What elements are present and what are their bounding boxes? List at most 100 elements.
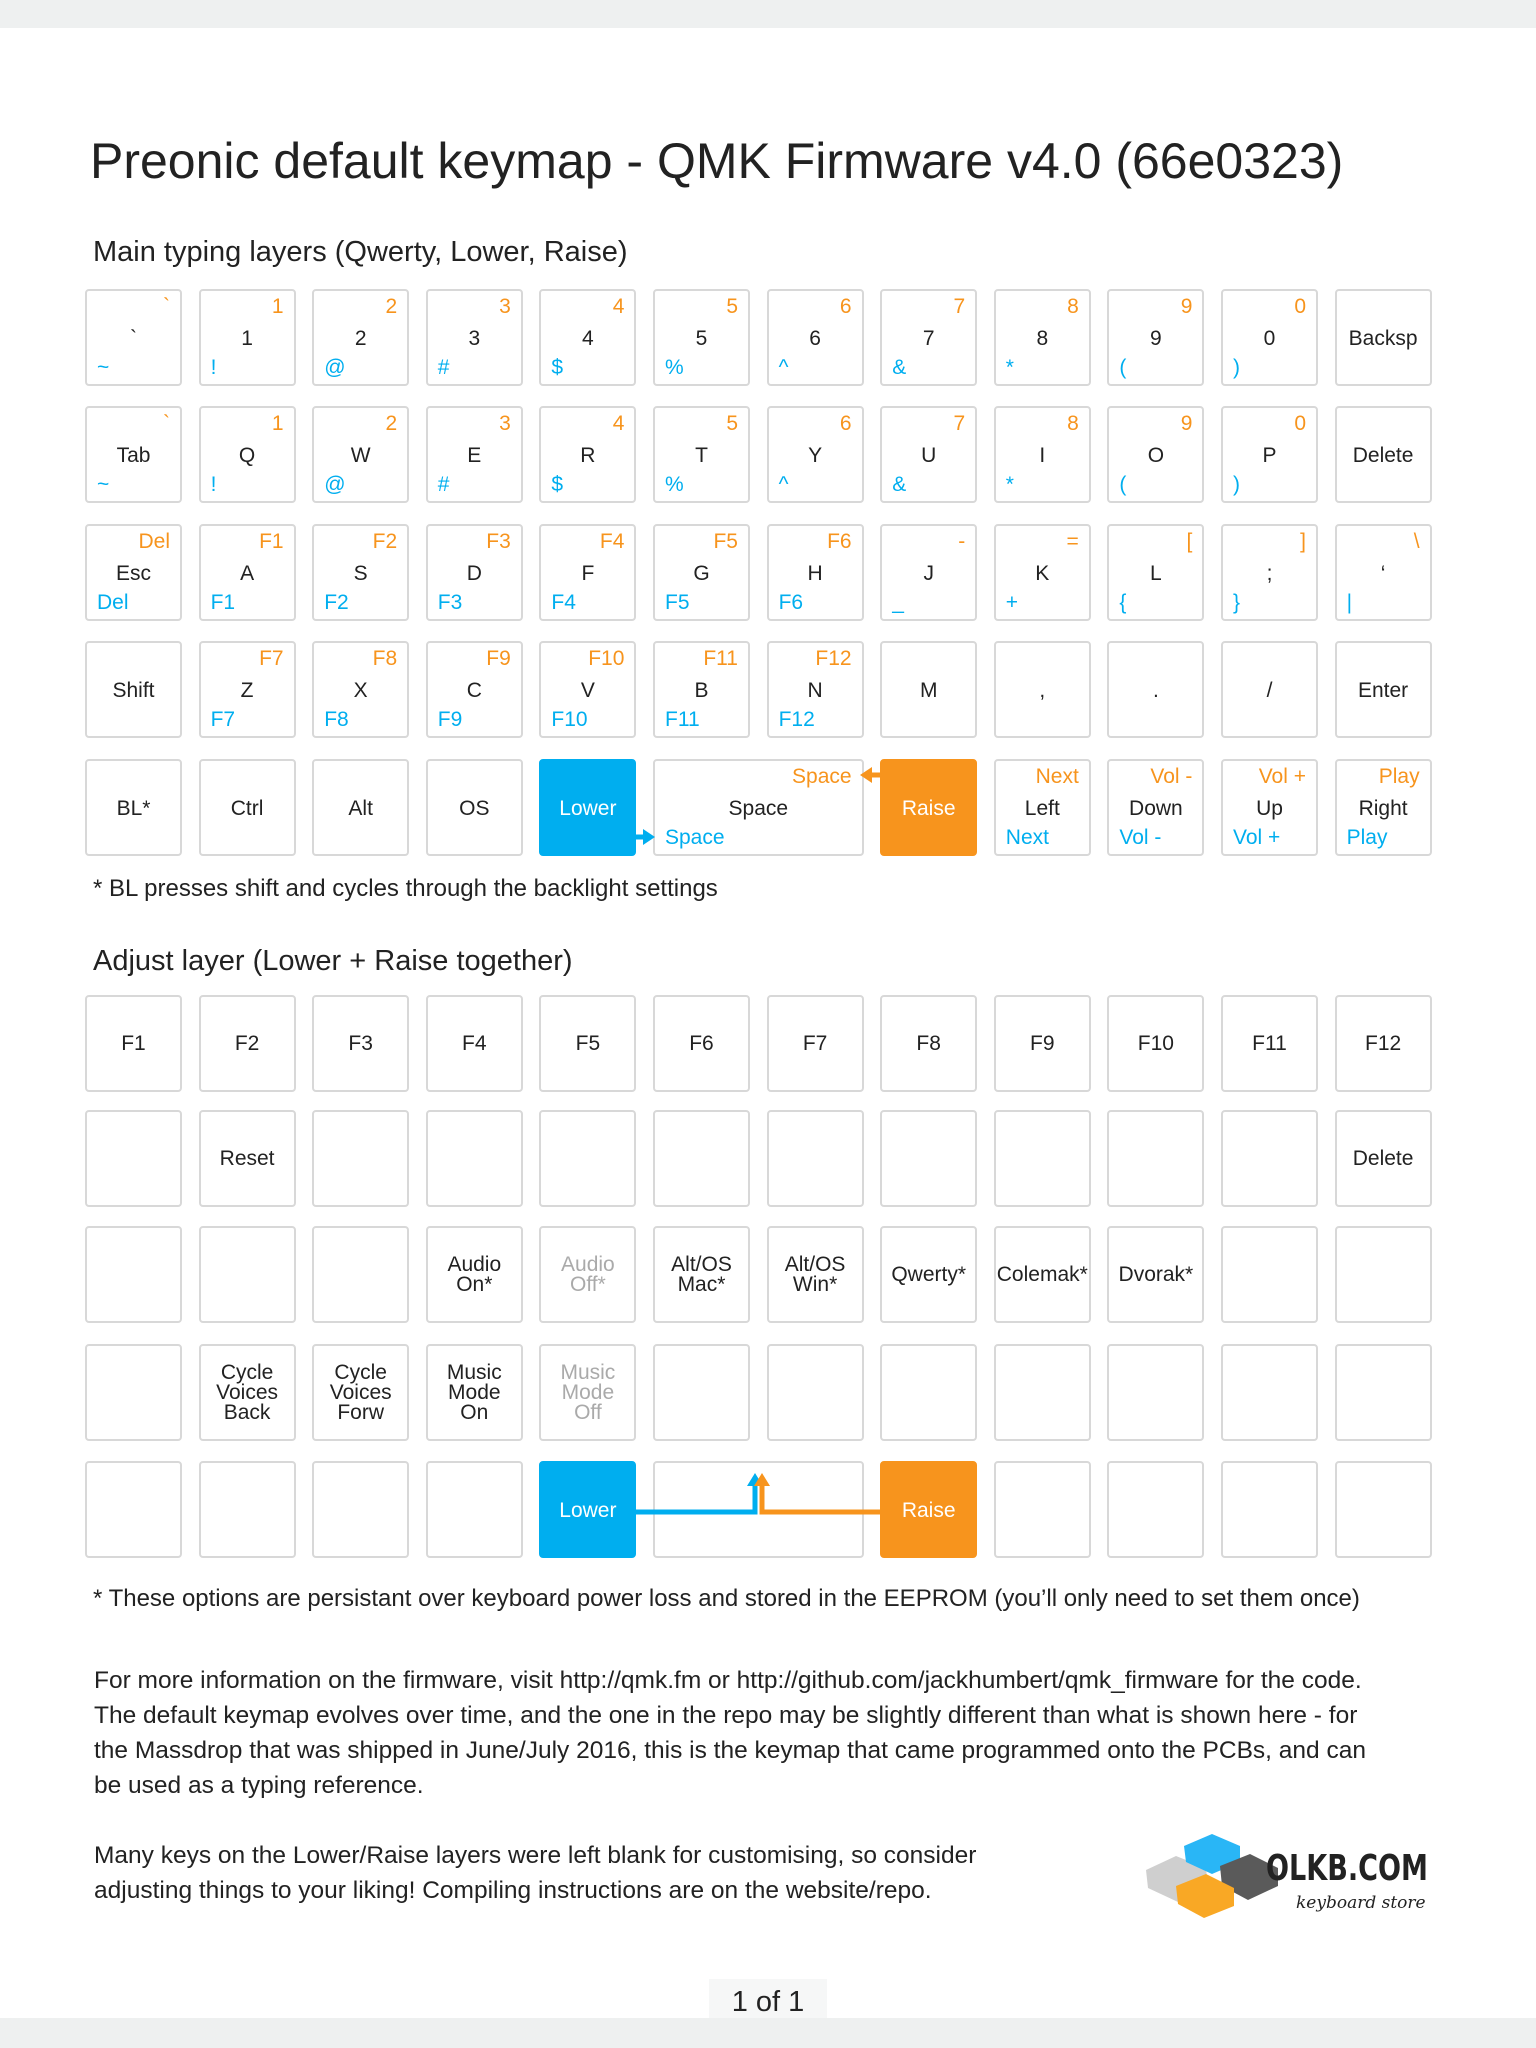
customise-paragraph: Many keys on the Lower/Raise layers were… xyxy=(94,1838,976,1908)
key-label: Left xyxy=(1024,797,1060,820)
key-label: 4 xyxy=(582,327,594,350)
key-symbol: , xyxy=(993,641,1091,738)
lower-legend: ( xyxy=(1119,473,1127,496)
main-layers-heading: Main typing layers (Qwerty, Lower, Raise… xyxy=(93,236,628,268)
key-label: ‘ xyxy=(1380,562,1386,585)
logo-wordmark: OLKB.COM xyxy=(1266,1848,1428,1889)
key-blank xyxy=(1107,1110,1205,1207)
key-label: 5 xyxy=(695,327,708,350)
key-label: D xyxy=(466,562,482,585)
lower-legend: $ xyxy=(551,356,564,379)
key-colemak: Colemak* xyxy=(993,1226,1091,1323)
key-f8: F8 xyxy=(880,995,978,1092)
raise-legend: 7 xyxy=(953,412,966,435)
raise-legend: F12 xyxy=(815,647,852,670)
raise-legend: 8 xyxy=(1067,412,1079,435)
key-g: G F5 F5 xyxy=(653,524,750,621)
key-blank xyxy=(880,1344,978,1441)
key-label: S xyxy=(353,562,368,585)
raise-legend: Next xyxy=(1035,765,1079,788)
key-f4: F4 xyxy=(425,995,523,1092)
lower-legend: ( xyxy=(1119,356,1127,379)
lower-legend: F11 xyxy=(665,708,700,731)
key-ctrl: Ctrl xyxy=(198,759,296,856)
key-f5: F5 xyxy=(539,995,637,1092)
lower-legend: F9 xyxy=(437,708,463,731)
raise-legend: F10 xyxy=(588,647,625,670)
key-label: G xyxy=(693,562,710,585)
paragraph-line: Many keys on the Lower/Raise layers were… xyxy=(94,1842,977,1869)
key-symbol: ` ` ~ xyxy=(85,289,182,386)
key-label: Dvorak* xyxy=(1118,1262,1194,1286)
key-label: H xyxy=(807,562,823,585)
key-label: E xyxy=(467,444,482,467)
paragraph-line: be used as a typing reference. xyxy=(94,1772,424,1799)
key-6: 6 6 ^ xyxy=(766,289,864,386)
lower-legend: Space xyxy=(665,826,725,849)
key-label: Alt/OS Mac* xyxy=(671,1252,732,1296)
key-blank xyxy=(653,1344,750,1441)
key-n: N F12 F12 xyxy=(766,641,864,738)
key-alt: Alt xyxy=(312,759,410,856)
key-label: C xyxy=(466,679,482,702)
lower-legend: Next xyxy=(1005,826,1049,849)
key-tab: Tab ` ~ xyxy=(85,406,182,503)
key-m: M xyxy=(880,641,978,738)
key-b: B F11 F11 xyxy=(653,641,750,738)
key-label: Y xyxy=(808,444,823,467)
raise-legend: F9 xyxy=(486,647,511,670)
key-blank xyxy=(766,1344,864,1441)
lower-legend: Vol - xyxy=(1119,826,1162,849)
key-label: K xyxy=(1035,562,1050,585)
key-label: . xyxy=(1152,679,1159,702)
key-label: 6 xyxy=(809,327,821,350)
raise-legend: 6 xyxy=(839,412,852,435)
key-blank xyxy=(1334,1226,1432,1323)
raise-legend: 0 xyxy=(1294,295,1306,318)
key-label: F11 xyxy=(1252,1031,1287,1055)
raise-legend: 1 xyxy=(271,412,284,435)
key-blank xyxy=(198,1461,296,1558)
main-footnote: * BL presses shift and cycles through th… xyxy=(93,875,718,902)
key-3: 3 3 # xyxy=(425,289,523,386)
raise-legend: F7 xyxy=(259,647,284,670)
key-label: Lower xyxy=(559,797,617,820)
key-label: R xyxy=(580,444,596,467)
lower-legend: & xyxy=(892,356,907,379)
key-symbol: / xyxy=(1221,641,1318,738)
lower-legend: F8 xyxy=(324,708,349,731)
key-label: Audio Off* xyxy=(561,1252,615,1296)
lower-legend: F2 xyxy=(324,591,349,614)
raise-legend: ` xyxy=(163,295,170,318)
key-label: Qwerty* xyxy=(891,1262,967,1286)
key-label: X xyxy=(353,679,368,702)
key-blank xyxy=(1334,1344,1432,1441)
key-label: Shift xyxy=(112,679,155,702)
lower-legend: ~ xyxy=(97,473,110,496)
key-music-mode-off: Music Mode Off xyxy=(539,1344,637,1441)
key-blank xyxy=(1221,1110,1318,1207)
lower-legend: F6 xyxy=(778,591,804,614)
raise-legend: 9 xyxy=(1180,412,1193,435)
key-label: Lower xyxy=(559,1499,617,1522)
olkb-logo: OLKB.COM keyboard store xyxy=(1146,1834,1428,1918)
lower-legend: & xyxy=(892,473,907,496)
key-x: X F8 F8 xyxy=(312,641,410,738)
key-f11: F11 xyxy=(1221,995,1318,1092)
key-label: F1 xyxy=(121,1031,146,1055)
key-u: U 7 & xyxy=(880,406,978,503)
lower-legend: # xyxy=(437,356,450,379)
lower-legend: { xyxy=(1119,591,1127,614)
key-label: / xyxy=(1266,679,1273,702)
key-label: O xyxy=(1147,444,1165,467)
key-audio-off: Audio Off* xyxy=(539,1226,637,1323)
lower-legend: * xyxy=(1005,356,1014,379)
raise-legend: F3 xyxy=(486,530,511,553)
key-z: Z F7 F7 xyxy=(198,641,296,738)
lower-legend: Vol + xyxy=(1233,826,1281,849)
raise-legend: = xyxy=(1066,530,1079,553)
key-dvorak: Dvorak* xyxy=(1107,1226,1205,1323)
raise-legend: F4 xyxy=(599,530,625,553)
key-label: P xyxy=(1262,444,1277,467)
raise-legend: Vol - xyxy=(1150,765,1193,788)
